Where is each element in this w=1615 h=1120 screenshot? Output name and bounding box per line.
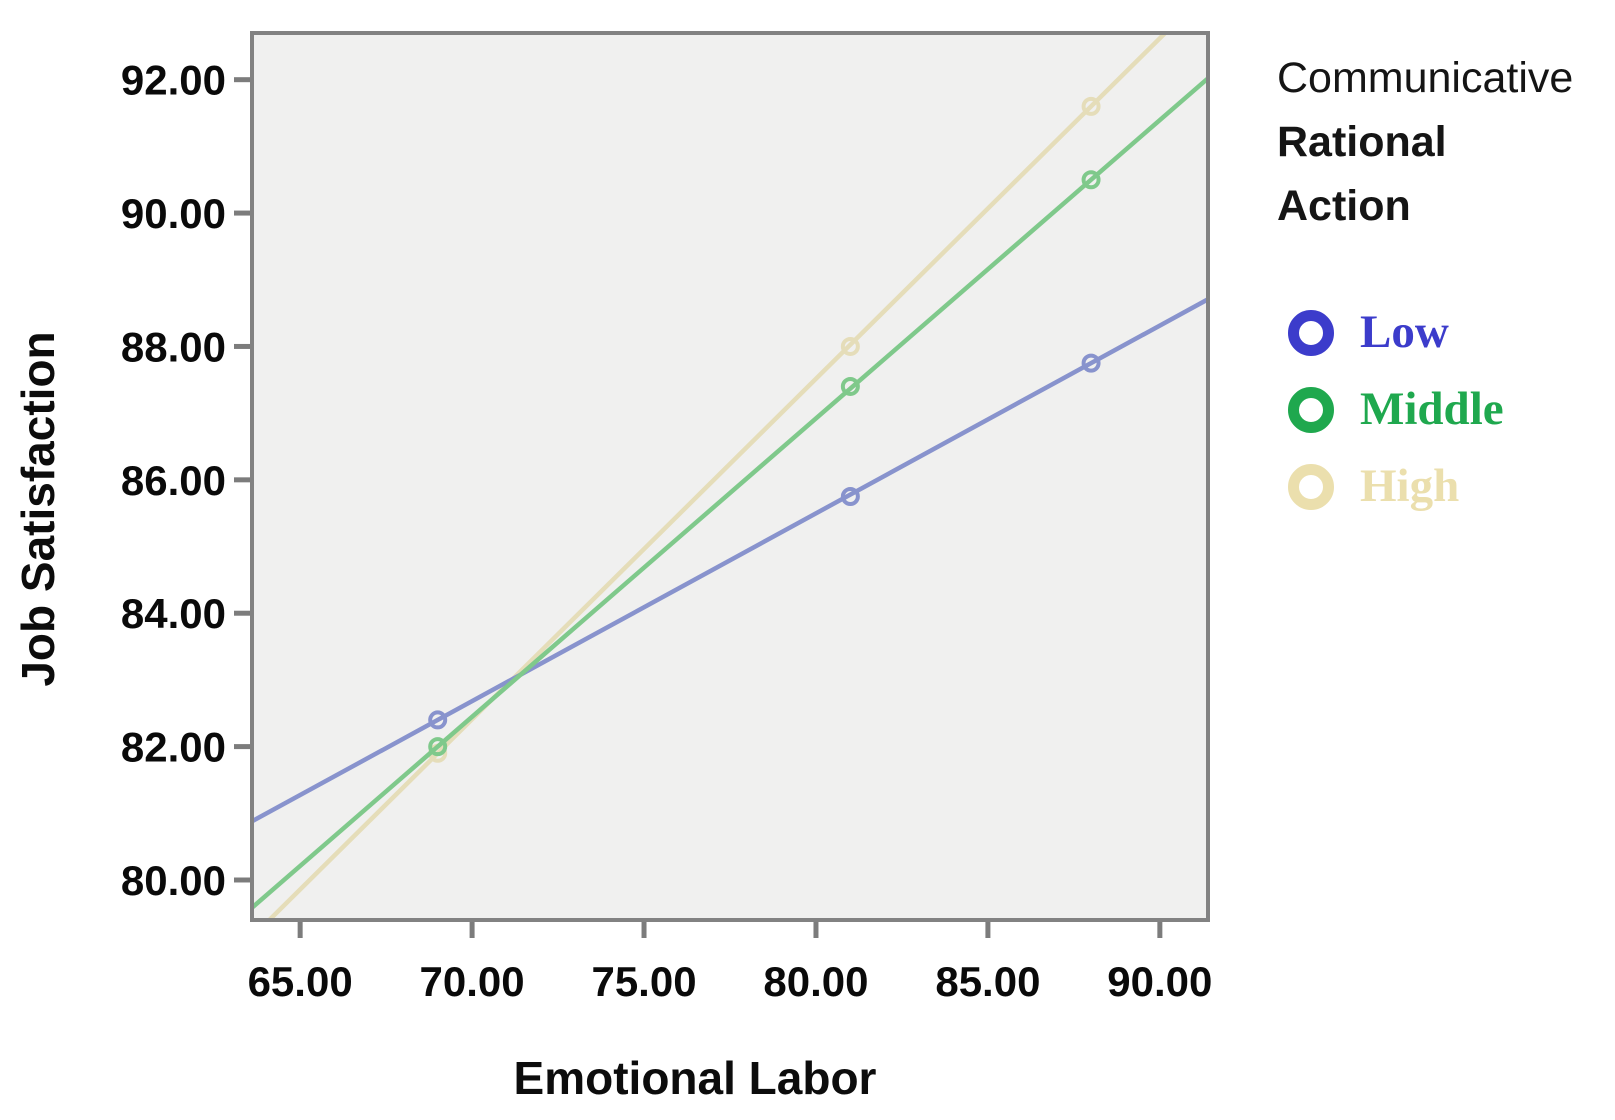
legend-title: Communicative Rational Action	[1277, 46, 1607, 238]
y-tick-label: 80.00	[121, 857, 226, 904]
x-tick-label: 65.00	[248, 958, 353, 1005]
legend-entry-high: High	[1288, 448, 1504, 525]
series-line-low	[252, 297, 1208, 824]
legend-title-line-1: Communicative	[1277, 54, 1574, 102]
legend-title-line-3: Action	[1277, 182, 1411, 230]
legend-title-line-2: Rational	[1277, 118, 1447, 166]
legend-entry-low: Low	[1288, 294, 1504, 371]
data-point-middle	[428, 737, 448, 757]
x-tick-label: 90.00	[1107, 958, 1212, 1005]
low-marker-icon	[1288, 309, 1334, 356]
high-marker-icon	[1288, 463, 1334, 510]
data-point-low	[840, 487, 860, 507]
data-point-low	[1081, 353, 1101, 373]
x-tick-label: 80.00	[763, 958, 868, 1005]
data-point-low	[428, 710, 448, 730]
y-tick-label: 88.00	[121, 323, 226, 370]
y-tick-label: 82.00	[121, 724, 226, 771]
x-tick-label: 70.00	[420, 958, 525, 1005]
legend-entries: Low Middle High	[1288, 294, 1504, 525]
legend-label-high: High	[1360, 460, 1460, 512]
data-point-middle	[840, 376, 860, 396]
plot-background	[252, 33, 1208, 920]
series-line-middle	[252, 76, 1208, 910]
x-tick-label: 85.00	[935, 958, 1040, 1005]
series-line-high	[266, 33, 1169, 920]
legend: Communicative Rational Action Low Middle…	[1277, 46, 1607, 510]
legend-label-middle: Middle	[1360, 383, 1504, 435]
legend-label-low: Low	[1360, 306, 1449, 358]
y-tick-label: 86.00	[121, 457, 226, 504]
x-axis-title: Emotional Labor	[513, 1052, 877, 1104]
data-point-high	[1081, 96, 1101, 116]
y-tick-label: 90.00	[121, 190, 226, 237]
y-axis-title: Job Satisfaction	[12, 331, 64, 687]
legend-entry-middle: Middle	[1288, 371, 1504, 448]
y-tick-label: 92.00	[121, 57, 226, 104]
plot-border	[250, 31, 1210, 922]
data-point-middle	[1081, 170, 1101, 190]
data-point-high	[840, 336, 860, 356]
x-tick-label: 75.00	[591, 958, 696, 1005]
middle-marker-icon	[1288, 386, 1334, 433]
y-tick-label: 84.00	[121, 590, 226, 637]
